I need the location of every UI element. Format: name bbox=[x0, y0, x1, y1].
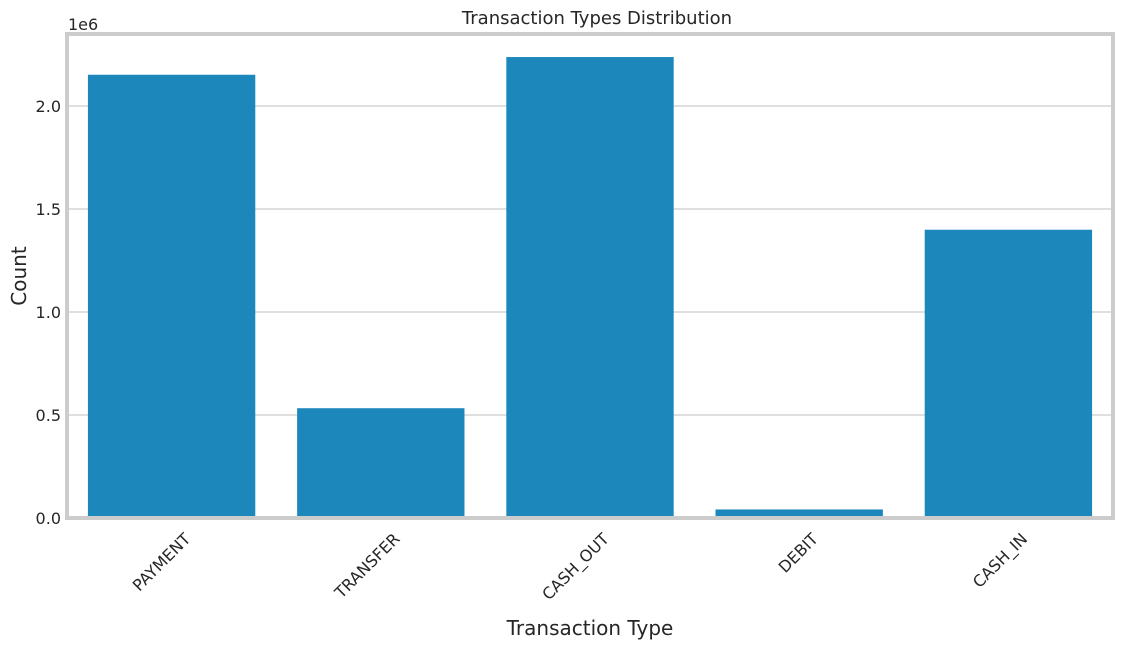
y-offset-label: 1e6 bbox=[68, 15, 98, 34]
y-tick-labels: 0.0 0.5 1.0 1.5 2.0 bbox=[36, 97, 61, 528]
y-tick-label: 1.5 bbox=[36, 200, 61, 219]
y-tick-label: 1.0 bbox=[36, 303, 61, 322]
x-tick-label: CASH_OUT bbox=[538, 529, 613, 604]
y-axis-label: Count bbox=[7, 246, 31, 306]
x-tick-label: DEBIT bbox=[775, 529, 822, 576]
bar-transfer bbox=[297, 408, 465, 518]
bar-debit bbox=[715, 509, 883, 518]
x-tick-label: CASH_IN bbox=[969, 529, 1032, 592]
x-tick-labels: PAYMENT TRANSFER CASH_OUT DEBIT CASH_IN bbox=[129, 529, 1032, 604]
bars-group bbox=[87, 57, 1093, 519]
bar-cash-in bbox=[924, 229, 1093, 518]
y-tick-label: 0.0 bbox=[36, 509, 61, 528]
plot-frame bbox=[65, 32, 1115, 520]
y-tick-label: 0.5 bbox=[36, 406, 61, 425]
x-axis-label: Transaction Type bbox=[506, 616, 674, 640]
chart-title: Transaction Types Distribution bbox=[461, 8, 732, 29]
x-tick-label: PAYMENT bbox=[129, 529, 195, 595]
bar-cash-out bbox=[506, 57, 674, 519]
bar-payment bbox=[87, 74, 256, 519]
y-tick-label: 2.0 bbox=[36, 97, 61, 116]
x-tick-label: TRANSFER bbox=[330, 529, 403, 602]
